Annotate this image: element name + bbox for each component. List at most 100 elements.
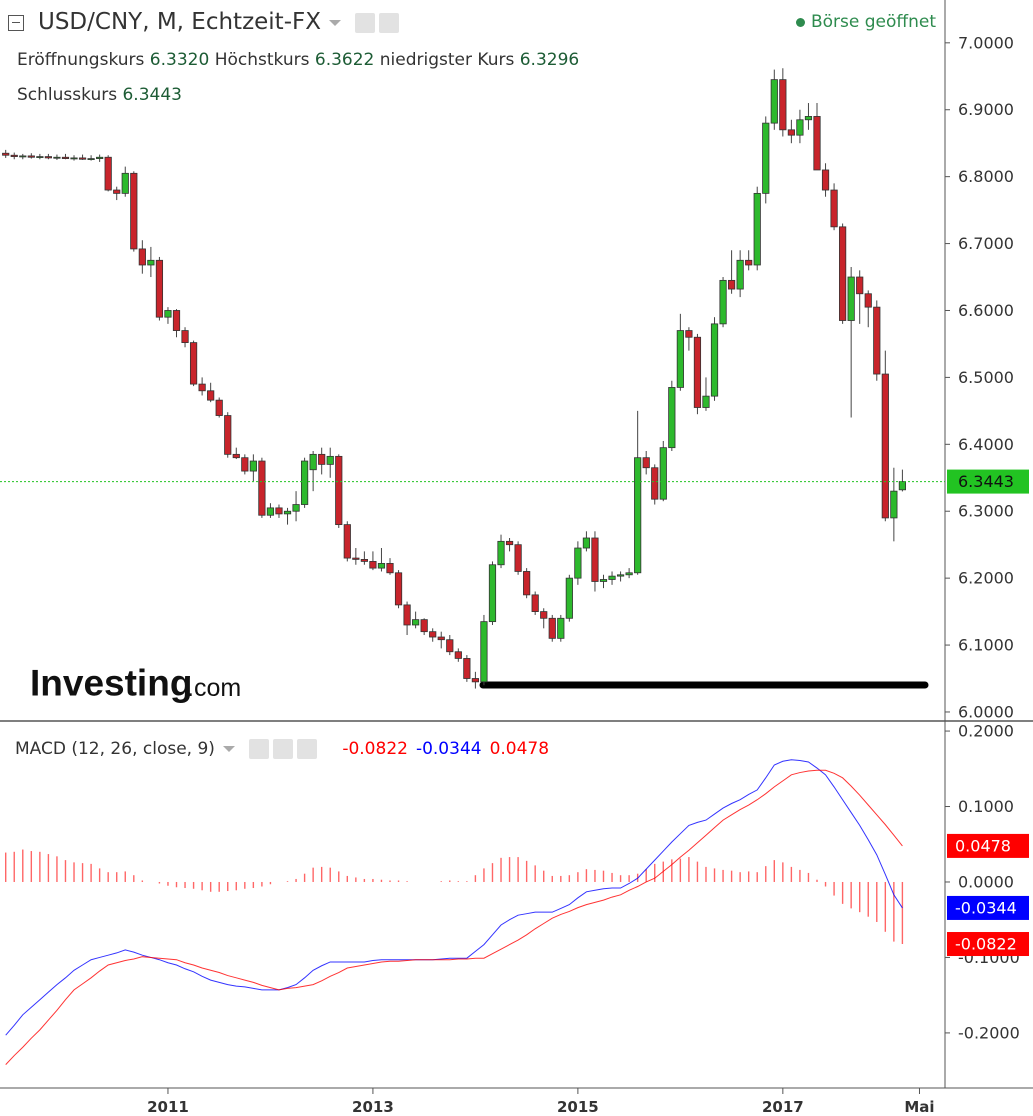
candle-body	[189, 342, 198, 385]
candle-body	[155, 259, 164, 318]
ohlc-name: niedrigster Kurs	[379, 50, 515, 70]
candle-body	[44, 156, 53, 159]
candle-body	[386, 563, 394, 574]
ohlc-value: 6.3296	[519, 50, 580, 70]
settings-icon[interactable]	[379, 12, 399, 33]
y-tick-label: -0.2000	[958, 1023, 1020, 1042]
candle-body	[659, 447, 667, 500]
candle-body	[130, 172, 138, 250]
ohlc-value: 6.3320	[149, 50, 210, 70]
candle-body	[497, 540, 505, 566]
macd-line	[5, 759, 903, 1036]
candle-body	[463, 658, 471, 679]
value-box	[947, 932, 1029, 957]
y-tick-label: 6.2000	[958, 569, 1014, 588]
ohlc-value: 6.3622	[314, 50, 375, 70]
chart-header: USD/CNY, M, Echtzeit-FX	[8, 9, 399, 35]
candle-body	[292, 504, 300, 512]
visibility-icon[interactable]	[248, 739, 269, 759]
candle-body	[839, 226, 847, 321]
candle-body	[446, 639, 454, 653]
dropdown[interactable]	[222, 746, 235, 752]
candle-body	[70, 157, 78, 160]
candle-body	[224, 415, 232, 455]
watermark: Investing	[30, 663, 192, 704]
ohlc-row: Eröffnungskurs 6.3320 Höchstkurs 6.3622 …	[17, 50, 579, 70]
candle-body	[821, 169, 830, 191]
candle-body	[96, 156, 104, 159]
chart-title: USD/CNY, M, Echtzeit-FX	[38, 9, 321, 35]
ohlc-name: Eröffnungskurs	[17, 50, 145, 70]
candle-body	[369, 561, 377, 569]
x-tick-label: 2013	[352, 1098, 394, 1116]
y-tick-label: 0.2000	[958, 722, 1014, 741]
candle-body	[676, 330, 684, 388]
candle-body	[27, 155, 35, 158]
y-tick-label: 6.3000	[958, 502, 1014, 521]
candle-body	[403, 604, 411, 626]
candle-body	[104, 156, 112, 191]
candle-body	[121, 172, 129, 194]
candle-body	[275, 507, 283, 515]
candle-body	[36, 156, 44, 158]
candle-body	[87, 158, 95, 160]
candle-body	[813, 116, 821, 171]
candle-body	[873, 306, 881, 375]
candle-body	[574, 547, 582, 579]
candle-body	[61, 156, 70, 159]
candle-body	[10, 154, 18, 157]
candle-body	[343, 524, 351, 559]
collapse-button[interactable]	[8, 14, 24, 31]
candle-body	[531, 594, 539, 612]
candle-body	[164, 310, 172, 318]
status-dot	[795, 17, 805, 27]
candle-body	[830, 189, 838, 228]
candle-body	[616, 574, 625, 577]
candle-body	[625, 572, 633, 576]
dropdown[interactable]	[329, 19, 341, 26]
candle-body	[429, 631, 437, 638]
candle-body	[796, 119, 804, 136]
candle-body	[300, 460, 309, 505]
candle-body	[548, 617, 556, 639]
y-tick-label: 6.4000	[958, 435, 1014, 454]
candle-body	[394, 572, 403, 606]
settings-icon[interactable]	[272, 739, 293, 759]
candle-body	[847, 276, 855, 321]
watermark-suffix: .com	[187, 674, 241, 702]
candle-body	[668, 387, 676, 449]
candle-body	[335, 455, 343, 526]
candle-body	[634, 457, 642, 574]
candle-body	[591, 537, 599, 582]
candle-body	[557, 617, 565, 639]
macd-value: -0.0344	[415, 739, 482, 759]
remove-icon[interactable]	[296, 739, 317, 759]
market-status: Börse geöffnet	[795, 12, 936, 32]
macd-value: 0.0478	[489, 739, 550, 759]
candle-body	[642, 457, 650, 469]
candle-body	[523, 571, 531, 596]
candle-body	[488, 564, 497, 623]
candle-body	[864, 293, 872, 308]
y-tick-label: 6.6000	[958, 301, 1014, 320]
candle-body	[480, 621, 488, 683]
candle-body	[232, 453, 240, 459]
ohlc-row: Schlusskurs 6.3443	[17, 85, 182, 105]
candle-body	[736, 259, 744, 290]
candle-body	[702, 395, 710, 408]
candle-body	[753, 192, 761, 266]
candle-body	[898, 481, 907, 491]
macd-title: MACD (12, 26, close, 9)	[15, 739, 215, 759]
status-text: Börse geöffnet	[810, 12, 936, 32]
candle-body	[762, 122, 770, 194]
candle-body	[728, 279, 736, 290]
candle-body	[437, 636, 445, 641]
candle-body	[377, 563, 386, 569]
candle-body	[881, 373, 889, 519]
visibility-icon[interactable]	[355, 12, 375, 33]
y-tick-label: 6.5000	[958, 368, 1014, 387]
ohlc-name: Schlusskurs	[17, 85, 118, 105]
candle-body	[241, 457, 249, 472]
